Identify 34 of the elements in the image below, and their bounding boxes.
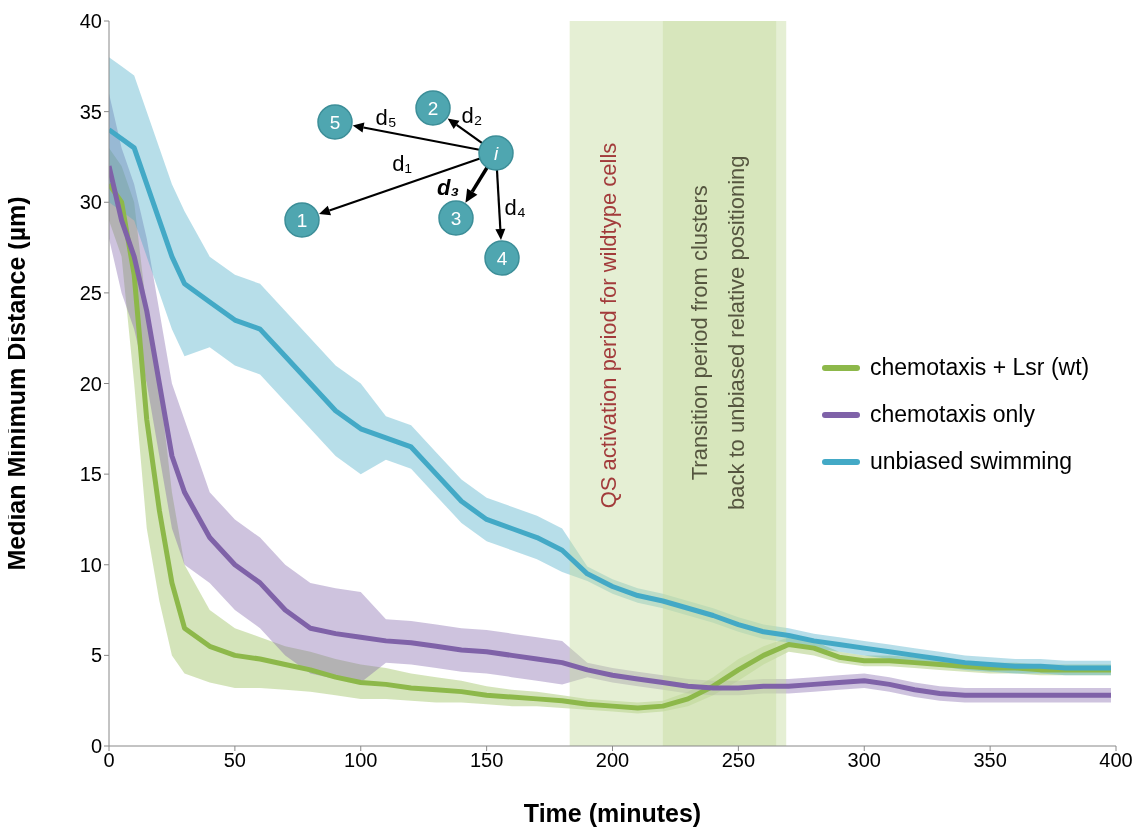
x-tick-label: 50 xyxy=(223,749,246,772)
y-tick-label: 0 xyxy=(90,735,102,758)
y-tick-label: 40 xyxy=(79,10,102,33)
x-tick-label: 400 xyxy=(1099,749,1133,772)
annotation: d₁ xyxy=(392,150,412,176)
annotation: 1 xyxy=(296,209,308,231)
x-tick-label: 150 xyxy=(469,749,504,772)
legend-label: chemotaxis + Lsr (wt) xyxy=(870,354,1090,381)
x-tick-label: 300 xyxy=(847,749,881,772)
annotation: i xyxy=(493,142,499,164)
annotation: d₂ xyxy=(461,102,483,128)
y-tick-label: 5 xyxy=(90,644,102,667)
band-label: Transition period from clusters back to unbiased relative positioning xyxy=(687,155,750,511)
y-tick-label: 25 xyxy=(79,281,102,304)
annotation: 5 xyxy=(329,111,341,133)
y-tick-label: 20 xyxy=(79,372,102,395)
x-axis-title: Time (minutes) xyxy=(523,799,702,827)
x-tick-label: 100 xyxy=(344,749,378,772)
band-label: QS activation period for wildtype cells xyxy=(596,142,622,509)
annotation: d₃ xyxy=(437,174,459,200)
x-tick-label: 200 xyxy=(595,749,630,772)
annotation: 2 xyxy=(427,97,439,119)
annotation: d₅ xyxy=(375,104,397,130)
x-tick-label: 250 xyxy=(721,749,756,772)
y-tick-label: 10 xyxy=(79,553,102,576)
y-tick-label: 30 xyxy=(79,191,102,214)
y-tick-label: 15 xyxy=(79,463,102,486)
legend-label: chemotaxis only xyxy=(870,401,1035,428)
annotation: 4 xyxy=(496,247,508,269)
annotation: 3 xyxy=(450,207,462,229)
x-tick-label: 350 xyxy=(973,749,1007,772)
annotation: d₄ xyxy=(504,194,526,220)
legend-label: unbiased swimming xyxy=(870,448,1072,475)
y-tick-label: 35 xyxy=(79,100,102,123)
